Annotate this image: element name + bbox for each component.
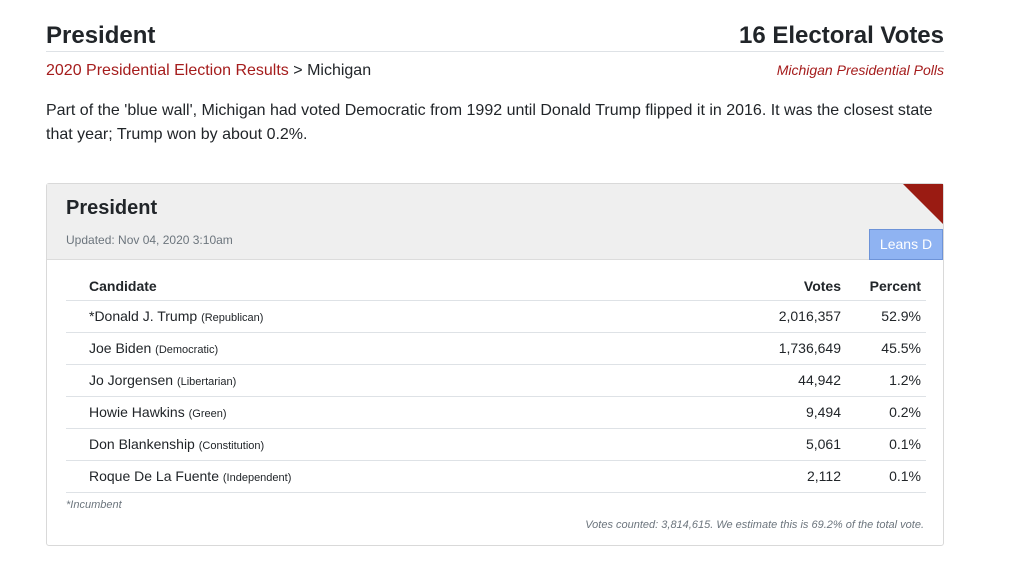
candidate-cell: Howie Hawkins (Green) (66, 396, 706, 429)
candidate-name: Don Blankenship (89, 436, 195, 452)
column-header-candidate: Candidate (66, 272, 706, 301)
candidate-party: (Libertarian) (176, 376, 237, 388)
candidate-name: Jo Jorgensen (89, 372, 174, 388)
table-row: Jo Jorgensen (Libertarian) 44,942 1.2% (66, 364, 926, 397)
results-header-row: Candidate Votes Percent (66, 272, 926, 301)
candidate-name: Howie Hawkins (89, 404, 185, 420)
breadcrumb-results-link[interactable]: 2020 Presidential Election Results (46, 62, 289, 79)
percent-cell: 0.2% (846, 396, 926, 429)
votes-cell: 1,736,649 (706, 332, 846, 365)
candidate-cell: Roque De La Fuente (Independent) (66, 460, 706, 493)
votes-cell: 9,494 (706, 396, 846, 429)
table-row: *Donald J. Trump (Republican) 2,016,357 … (66, 300, 926, 333)
candidate-cell: Jo Jorgensen (Libertarian) (66, 364, 706, 397)
results-table: Candidate Votes Percent *Donald J. Trump… (66, 272, 926, 493)
breadcrumb-current: Michigan (307, 62, 372, 79)
results-card: President Updated: Nov 04, 2020 3:10am L… (46, 183, 944, 546)
candidate-party: (Independent) (222, 472, 292, 484)
breadcrumb: 2020 Presidential Election Results > Mic… (46, 62, 944, 82)
updated-timestamp: Updated: Nov 04, 2020 3:10am (66, 233, 233, 247)
breadcrumb-separator: > (293, 62, 303, 79)
candidate-party: (Democratic) (155, 344, 219, 356)
candidate-cell: Joe Biden (Democratic) (66, 332, 706, 365)
page-header: President 16 Electoral Votes (46, 20, 944, 52)
table-row: Howie Hawkins (Green) 9,494 0.2% (66, 396, 926, 429)
table-row: Don Blankenship (Constitution) 5,061 0.1… (66, 428, 926, 461)
votes-cell: 2,016,357 (706, 300, 846, 333)
candidate-cell: *Donald J. Trump (Republican) (66, 300, 706, 333)
candidate-party: (Green) (188, 408, 227, 420)
votes-cell: 44,942 (706, 364, 846, 397)
page-title: President (46, 22, 156, 49)
electoral-votes-title: 16 Electoral Votes (739, 22, 944, 49)
state-polls-link[interactable]: Michigan Presidential Polls (776, 62, 944, 78)
percent-cell: 45.5% (846, 332, 926, 365)
candidate-party: (Constitution) (198, 440, 265, 452)
column-header-votes: Votes (706, 272, 846, 301)
votes-cell: 2,112 (706, 460, 846, 493)
candidate-cell: Don Blankenship (Constitution) (66, 428, 706, 461)
incumbent-note: *Incumbent (66, 499, 122, 511)
percent-cell: 1.2% (846, 364, 926, 397)
results-card-header: President Updated: Nov 04, 2020 3:10am L… (47, 184, 943, 260)
candidate-party: (Republican) (201, 312, 264, 324)
candidate-name: *Donald J. Trump (89, 308, 198, 324)
race-title: President (66, 197, 158, 219)
corner-ribbon (903, 184, 943, 224)
lean-badge: Leans D (869, 229, 943, 260)
column-header-percent: Percent (846, 272, 926, 301)
percent-cell: 52.9% (846, 300, 926, 333)
percent-cell: 0.1% (846, 428, 926, 461)
candidate-name: Roque De La Fuente (89, 468, 219, 484)
votes-counted-note: Votes counted: 3,814,615. We estimate th… (585, 519, 924, 531)
percent-cell: 0.1% (846, 460, 926, 493)
table-row: Roque De La Fuente (Independent) 2,112 0… (66, 460, 926, 493)
votes-cell: 5,061 (706, 428, 846, 461)
state-intro-text: Part of the 'blue wall', Michigan had vo… (46, 102, 933, 143)
table-row: Joe Biden (Democratic) 1,736,649 45.5% (66, 332, 926, 365)
candidate-name: Joe Biden (89, 340, 152, 356)
